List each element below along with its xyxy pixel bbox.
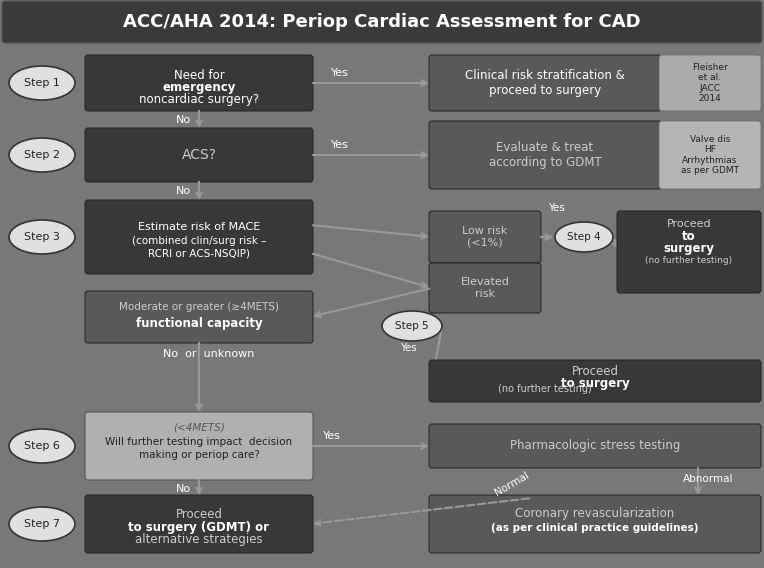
Text: Normal: Normal [493, 470, 531, 498]
Ellipse shape [9, 66, 75, 100]
Text: to surgery (GDMT) or: to surgery (GDMT) or [128, 520, 270, 533]
FancyBboxPatch shape [85, 200, 313, 274]
FancyBboxPatch shape [85, 495, 313, 553]
FancyBboxPatch shape [429, 211, 541, 263]
FancyBboxPatch shape [429, 121, 661, 189]
Text: Step 7: Step 7 [24, 519, 60, 529]
FancyBboxPatch shape [85, 128, 313, 182]
Text: Step 2: Step 2 [24, 150, 60, 160]
Text: emergency: emergency [162, 81, 235, 94]
Ellipse shape [9, 507, 75, 541]
Text: alternative strategies: alternative strategies [135, 533, 263, 546]
Text: to surgery: to surgery [561, 377, 630, 390]
Text: Abnormal: Abnormal [683, 474, 733, 484]
Text: No: No [176, 115, 190, 125]
Text: (<4METS): (<4METS) [173, 422, 225, 432]
Text: Fleisher
et al.
JACC
2014: Fleisher et al. JACC 2014 [692, 63, 728, 103]
Text: noncardiac surgery?: noncardiac surgery? [139, 93, 259, 106]
Ellipse shape [9, 429, 75, 463]
Text: ACS?: ACS? [182, 148, 216, 162]
Text: Evaluate & treat
according to GDMT: Evaluate & treat according to GDMT [489, 141, 601, 169]
Text: (combined clin/surg risk –: (combined clin/surg risk – [132, 236, 266, 246]
FancyBboxPatch shape [429, 263, 541, 313]
Text: Pharmacologic stress testing: Pharmacologic stress testing [510, 440, 680, 453]
Text: Yes: Yes [323, 431, 341, 441]
Text: Step 6: Step 6 [24, 441, 60, 451]
Text: Step 5: Step 5 [395, 321, 429, 331]
Text: Coronary revascularization: Coronary revascularization [516, 507, 675, 520]
Text: Yes: Yes [331, 140, 349, 150]
Text: Elevated
risk: Elevated risk [461, 277, 510, 299]
Text: functional capacity: functional capacity [136, 316, 262, 329]
FancyBboxPatch shape [617, 211, 761, 293]
Ellipse shape [555, 222, 613, 252]
Text: Proceed: Proceed [667, 219, 711, 229]
FancyBboxPatch shape [429, 360, 761, 402]
Text: Valve dis
HF
Arrhythmias
as per GDMT: Valve dis HF Arrhythmias as per GDMT [681, 135, 739, 175]
Text: Step 4: Step 4 [567, 232, 601, 242]
Text: Need for: Need for [173, 69, 225, 81]
Text: No: No [176, 484, 190, 494]
FancyBboxPatch shape [659, 55, 761, 111]
Text: No  or  unknown: No or unknown [163, 349, 254, 359]
Text: Estimate risk of MACE: Estimate risk of MACE [138, 222, 260, 232]
Text: Yes: Yes [331, 68, 349, 78]
Text: Clinical risk stratification &
proceed to surgery: Clinical risk stratification & proceed t… [465, 69, 625, 97]
Text: making or periop care?: making or periop care? [138, 450, 260, 460]
FancyBboxPatch shape [429, 424, 761, 468]
Ellipse shape [9, 138, 75, 172]
Ellipse shape [382, 311, 442, 341]
Text: surgery: surgery [663, 241, 714, 254]
Text: Will further testing impact  decision: Will further testing impact decision [105, 437, 293, 447]
FancyBboxPatch shape [85, 412, 313, 480]
Text: Moderate or greater (≥4METS): Moderate or greater (≥4METS) [119, 302, 279, 312]
FancyBboxPatch shape [85, 291, 313, 343]
FancyBboxPatch shape [659, 121, 761, 189]
FancyBboxPatch shape [2, 1, 762, 43]
Text: (no further testing): (no further testing) [498, 384, 592, 394]
FancyBboxPatch shape [429, 495, 761, 553]
FancyBboxPatch shape [429, 55, 661, 111]
Text: Yes: Yes [400, 343, 416, 353]
Text: No: No [176, 186, 190, 196]
Text: to: to [682, 229, 696, 243]
Text: Step 3: Step 3 [24, 232, 60, 242]
Text: Proceed: Proceed [571, 365, 619, 378]
Text: Yes: Yes [548, 203, 565, 213]
Text: Step 1: Step 1 [24, 78, 60, 88]
Ellipse shape [9, 220, 75, 254]
Text: Proceed: Proceed [176, 507, 222, 520]
Text: RCRI or ACS-NSQIP): RCRI or ACS-NSQIP) [148, 248, 250, 258]
FancyBboxPatch shape [85, 55, 313, 111]
Text: (no further testing): (no further testing) [646, 256, 733, 265]
Text: Low risk
(<1%): Low risk (<1%) [462, 226, 508, 248]
Text: (as per clinical practice guidelines): (as per clinical practice guidelines) [491, 523, 699, 533]
Text: ACC/AHA 2014: Periop Cardiac Assessment for CAD: ACC/AHA 2014: Periop Cardiac Assessment … [123, 13, 641, 31]
